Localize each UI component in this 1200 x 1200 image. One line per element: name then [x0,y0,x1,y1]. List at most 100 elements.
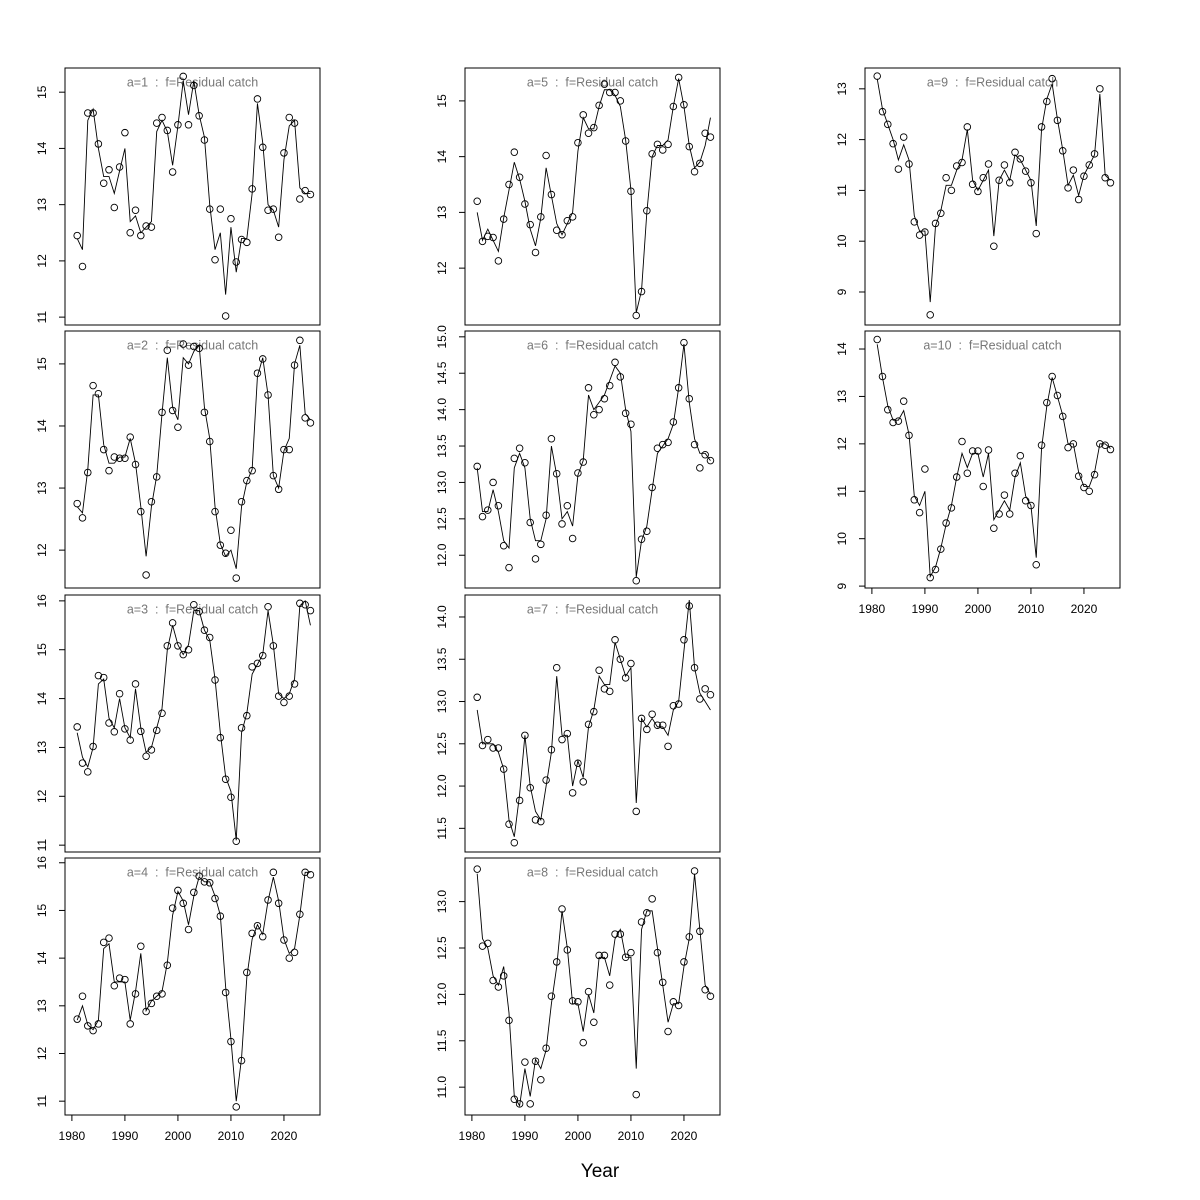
data-point [248,929,256,938]
data-point [605,88,614,97]
data-point [1085,487,1094,496]
data-point [489,976,497,985]
data-point [616,655,625,664]
data-point [942,173,950,182]
data-point [216,205,225,213]
panel-title: a=5 : f=Residual catch [527,75,658,89]
data-point [611,636,619,644]
x-tick-label: 2020 [671,1129,698,1143]
panel-frame [464,330,721,589]
data-point [1096,85,1104,93]
panel-title: a=7 : f=Residual catch [527,602,658,616]
data-point [269,868,278,877]
y-tick-label: 12 [835,133,849,147]
data-point [285,954,294,962]
data-point [979,482,987,491]
y-tick-label: 14 [35,141,49,155]
y-tick-label: 15 [35,643,49,657]
x-tick-label: 2000 [565,1129,592,1143]
data-point [473,865,481,873]
data-point [952,473,961,481]
data-point [484,735,492,744]
data-point [163,346,172,354]
panel-title: a=6 : f=Residual catch [527,338,658,352]
y-tick-label: 12 [35,789,49,803]
y-tick-label: 11 [35,839,49,852]
data-point [142,222,150,230]
data-point [627,659,635,668]
data-point [89,1026,97,1035]
data-point [521,459,529,467]
data-point [894,417,903,425]
data-point [526,1100,534,1108]
data-point [873,72,881,80]
data-point [984,446,993,454]
y-tick-label: 14 [435,150,449,164]
data-point [258,355,267,363]
data-point [195,607,203,616]
data-point [73,723,81,731]
data-point [590,1018,598,1026]
y-tick-label: 16 [35,856,49,870]
data-point [701,985,709,994]
y-tick-label: 14 [35,419,49,433]
y-tick-label: 14.5 [435,361,449,385]
data-point [680,636,688,644]
data-point [190,601,198,609]
y-tick-label: 14 [35,692,49,706]
data-point [1106,445,1115,454]
data-point [73,499,81,508]
data-point [280,149,288,157]
data-point [174,886,182,895]
fitted-line [876,78,1111,303]
data-point [899,397,908,405]
x-tick-label: 1990 [112,1129,139,1143]
data-point [910,218,919,226]
y-tick-label: 15 [35,85,49,99]
data-point [110,453,119,461]
data-point [227,214,235,223]
panel-title: a=10 : f=Residual catch [923,338,1061,352]
data-point [78,514,87,522]
panel-frame [64,67,321,326]
data-point [121,454,129,463]
panel-frame [864,67,1121,326]
data-point [264,602,272,611]
data-point [552,663,561,672]
data-point [937,545,945,553]
data-point [168,168,177,176]
y-tick-label: 13 [35,999,49,1013]
y-tick-label: 13 [435,205,449,219]
y-tick-label: 12.5 [435,732,449,756]
data-point [484,939,492,948]
data-point [632,311,640,320]
data-point [568,213,577,221]
x-tick-label: 2010 [218,1129,245,1143]
data-point [489,744,497,752]
data-point [558,230,566,239]
y-tick-label: 15.0 [435,325,449,349]
data-point [515,444,524,452]
data-point [142,571,150,579]
data-point [179,650,187,659]
y-tick-label: 12.0 [435,543,449,567]
y-tick-label: 13.0 [435,470,449,494]
data-point [84,768,92,776]
data-point [73,1015,81,1023]
data-point [521,1058,529,1066]
y-tick-label: 11 [835,485,849,498]
data-point [1000,491,1009,499]
y-tick-label: 14 [35,951,49,965]
data-point [152,119,161,127]
fitted-line [76,80,311,295]
data-point [584,987,593,996]
data-point [568,534,577,543]
panel-frame [64,594,321,853]
data-point [669,701,678,710]
data-point [616,97,625,105]
data-point [669,102,678,111]
y-tick-label: 13.0 [435,690,449,714]
data-point [963,123,972,131]
data-point [1048,74,1056,83]
data-point [706,992,715,1000]
